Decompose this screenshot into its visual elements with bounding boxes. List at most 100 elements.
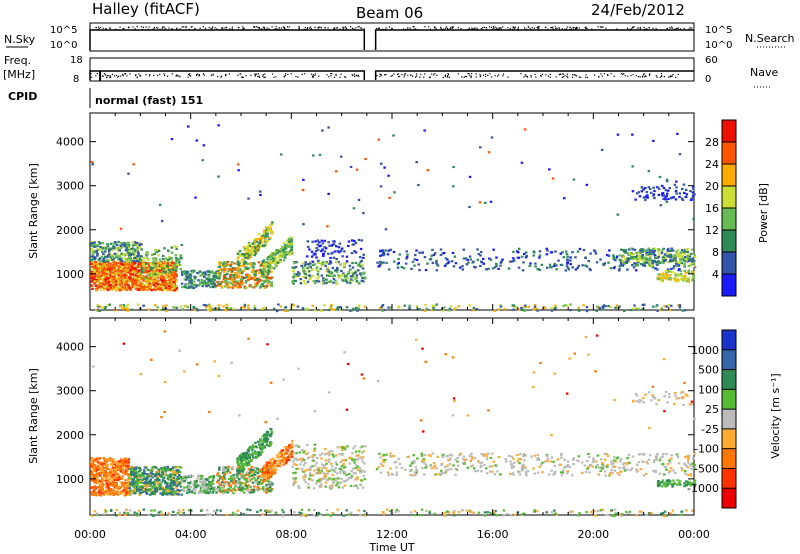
data-cell (155, 269, 159, 272)
data-cell (106, 479, 110, 483)
data-cell (149, 469, 152, 472)
data-cell (542, 306, 546, 309)
data-cell (503, 307, 507, 311)
data-cell (681, 276, 684, 280)
data-cell (104, 470, 107, 473)
data-cell (98, 278, 101, 281)
data-cell (452, 165, 455, 169)
velocity-panel-frame (89, 317, 695, 516)
nave-point (444, 74, 446, 76)
data-cell (242, 261, 245, 264)
data-cell (228, 263, 231, 266)
data-cell (164, 284, 167, 287)
nsearch-point (496, 28, 498, 30)
data-cell (682, 250, 685, 253)
data-cell (202, 283, 205, 286)
data-cell (622, 309, 626, 313)
data-cell (266, 276, 270, 279)
data-cell (428, 258, 432, 261)
nsearch-point (257, 26, 259, 28)
data-cell (133, 250, 136, 253)
nave-point (630, 74, 632, 77)
nsearch-point (493, 27, 495, 29)
data-cell (323, 246, 326, 249)
data-cell (608, 249, 611, 252)
data-cell (474, 308, 477, 311)
data-cell (123, 461, 126, 464)
data-cell (306, 280, 310, 283)
data-cell (171, 286, 174, 289)
data-cell (259, 275, 263, 278)
data-cell (288, 241, 292, 245)
nave-point (149, 74, 151, 76)
nsearch-point (142, 28, 144, 30)
data-cell (309, 262, 312, 265)
data-cell (249, 255, 252, 259)
data-cell (627, 248, 631, 251)
data-cell (329, 256, 332, 260)
data-cell (117, 266, 121, 269)
data-cell (562, 304, 565, 307)
data-cell (392, 250, 396, 254)
data-cell (622, 255, 625, 258)
data-cell (333, 269, 337, 272)
data-cell (640, 250, 643, 253)
data-cell (662, 275, 665, 278)
data-cell (263, 244, 266, 247)
data-cell (622, 261, 626, 264)
data-cell (259, 190, 262, 193)
data-cell (96, 252, 99, 256)
data-cell (344, 278, 347, 281)
data-cell (645, 258, 648, 261)
data-cell (666, 255, 669, 258)
data-cell (669, 196, 673, 199)
data-cell (435, 259, 438, 262)
data-cell (184, 275, 188, 278)
nsearch-point (512, 26, 514, 28)
nave-point (576, 75, 578, 77)
data-cell (91, 261, 94, 265)
data-cell (133, 281, 136, 284)
data-cell (96, 461, 100, 464)
data-cell (136, 265, 140, 268)
data-cell (175, 485, 179, 488)
data-cell (278, 248, 282, 251)
data-cell (195, 139, 199, 142)
data-cell (349, 278, 353, 281)
nave-point (659, 76, 661, 78)
data-cell (125, 467, 128, 470)
data-cell (115, 269, 118, 273)
nsearch-point (185, 27, 187, 29)
data-cell (224, 267, 228, 270)
data-cell (469, 258, 473, 261)
data-cell (315, 250, 318, 253)
data-cell (675, 252, 678, 255)
data-cell (150, 275, 153, 278)
data-cell (108, 276, 112, 279)
data-cell (364, 157, 367, 161)
data-cell (176, 469, 180, 472)
data-cell (241, 277, 245, 280)
data-cell (110, 458, 114, 461)
data-cell (533, 305, 537, 308)
data-cell (122, 253, 125, 256)
data-cell (147, 267, 151, 270)
data-cell (382, 252, 385, 255)
power-colorbar-cell (722, 208, 736, 231)
data-cell (323, 304, 326, 307)
data-cell (187, 274, 190, 277)
data-cell (554, 304, 557, 307)
data-cell (565, 265, 569, 268)
data-cell (122, 304, 125, 307)
data-cell (155, 282, 158, 285)
nsearch-point (440, 26, 442, 28)
data-cell (664, 269, 668, 273)
data-cell (96, 243, 99, 247)
data-cell (124, 459, 127, 463)
data-cell (261, 308, 264, 311)
data-cell (106, 459, 110, 462)
data-cell (253, 254, 257, 257)
data-cell (106, 264, 109, 267)
data-cell (668, 270, 671, 273)
